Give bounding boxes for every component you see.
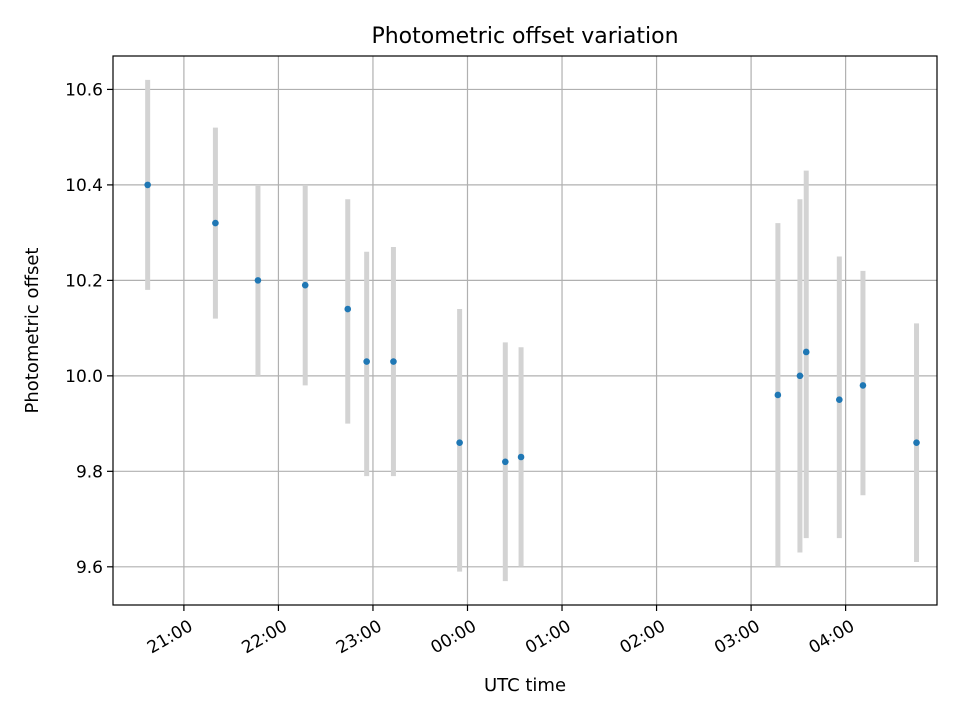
y-tick-label: 9.8 xyxy=(76,462,103,482)
errorbars xyxy=(145,79,920,582)
x-tick-label: 04:00 xyxy=(806,616,858,658)
data-point xyxy=(517,453,525,461)
data-point xyxy=(456,439,463,446)
x-tick-label: 01:00 xyxy=(522,616,574,658)
data-point xyxy=(502,458,509,466)
y-tick-label: 10.2 xyxy=(65,271,103,291)
data-points xyxy=(144,181,920,466)
x-axis-label: UTC time xyxy=(484,675,566,696)
data-point xyxy=(859,382,867,389)
data-point xyxy=(363,358,370,365)
grid xyxy=(113,56,937,605)
y-tick-label: 9.6 xyxy=(76,558,103,578)
chart-title: Photometric offset variation xyxy=(371,24,678,49)
plot-area-frame xyxy=(112,55,938,606)
y-tick-label: 10.4 xyxy=(65,176,103,196)
y-tick-label: 10.0 xyxy=(65,367,103,387)
y-axis-label: Photometric offset xyxy=(22,248,43,414)
y-axis-ticks: 9.6 9.8 10.0 10.2 10.4 10.6 xyxy=(65,80,113,578)
x-tick-label: 21:00 xyxy=(144,616,196,658)
data-point xyxy=(390,358,397,365)
data-point xyxy=(301,281,309,289)
data-point xyxy=(212,219,219,227)
data-point xyxy=(144,181,151,189)
data-point xyxy=(802,348,810,356)
x-tick-label: 22:00 xyxy=(238,616,290,658)
data-point xyxy=(836,396,843,404)
x-tick-label: 02:00 xyxy=(617,616,669,658)
data-point xyxy=(254,277,262,284)
data-point xyxy=(796,372,804,380)
x-axis-ticks: 21:00 22:00 23:00 00:00 01:00 02:00 03:00 04:00 xyxy=(144,605,858,658)
y-tick-label: 10.6 xyxy=(65,80,103,100)
x-tick-label: 03:00 xyxy=(711,616,763,658)
x-tick-label: 23:00 xyxy=(333,616,385,658)
data-point xyxy=(344,305,352,313)
data-point xyxy=(774,391,782,399)
data-point xyxy=(913,439,920,446)
x-tick-label: 00:00 xyxy=(428,616,480,658)
